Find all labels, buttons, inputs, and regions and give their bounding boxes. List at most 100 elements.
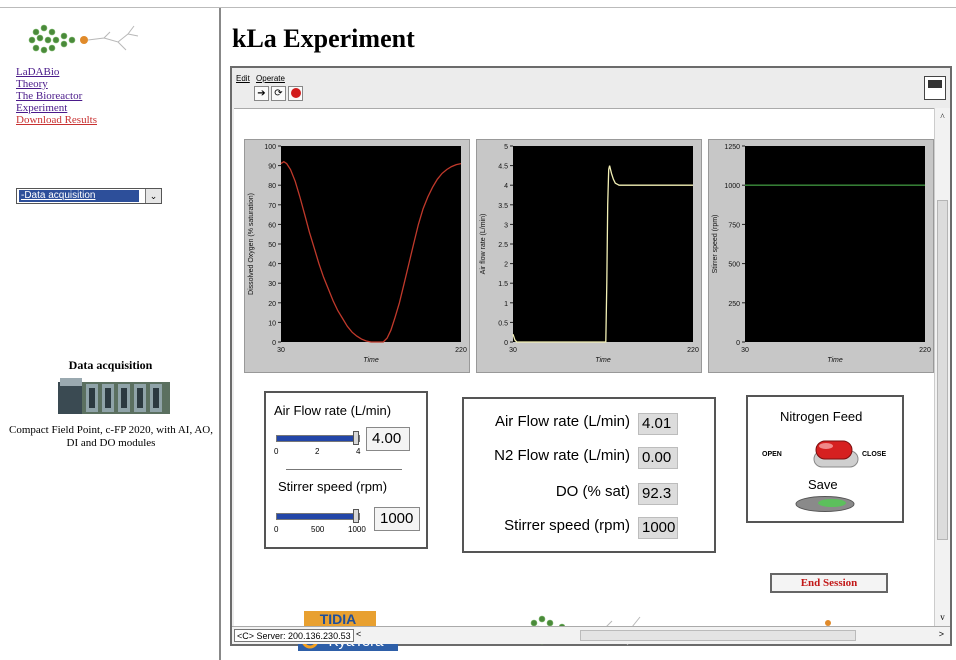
- save-led-button[interactable]: [794, 495, 856, 513]
- acquisition-description: Compact Field Point, c-FP 2020, with AI,…: [8, 424, 213, 449]
- indicator-do-value: 92.3: [638, 483, 678, 505]
- horizontal-scroll-thumb[interactable]: [580, 630, 856, 641]
- front-panel-area: 0 10 20 30 40 50 60 70 80 90 100 30 220 Time Dissolved…: [234, 108, 934, 651]
- end-session-button[interactable]: End Session: [770, 573, 888, 593]
- vertical-scroll-thumb[interactable]: [937, 200, 948, 540]
- nav-link-theory[interactable]: Theory: [16, 78, 48, 90]
- airflow-y-tick-label: 3.5: [498, 203, 508, 210]
- vi-status-bar: <C> Server: 200.136.230.53 < >: [232, 626, 950, 644]
- do-y-tick-label: 70: [268, 203, 276, 210]
- stirrer-slider[interactable]: [276, 509, 360, 523]
- indicator-air-flow-label: Air Flow rate (L/min): [494, 413, 630, 430]
- save-label: Save: [808, 477, 838, 492]
- section-select-value: -Data acquisition: [19, 190, 139, 202]
- scroll-up-icon[interactable]: ^: [940, 112, 945, 122]
- do-x-axis-label: Time: [363, 357, 379, 364]
- stirrer-y-tick-label: 250: [728, 301, 740, 308]
- do-y-tick-label: 20: [268, 301, 276, 308]
- airflow-chart: 0 0.5 1 1.5 2 2.5 3 3.5 4 4.5 5 30 220 Time Air flow r…: [476, 139, 702, 373]
- nav-links: LaDABio Theory The Bioreactor Experiment…: [16, 66, 97, 126]
- server-address: <C> Server: 200.136.230.53: [234, 629, 354, 642]
- airflow-y-tick-label: 4.5: [498, 164, 508, 171]
- nav-link-bioreactor[interactable]: The Bioreactor: [16, 90, 83, 102]
- air-flow-slider-fill: [277, 436, 357, 441]
- do-y-tick-label: 100: [264, 144, 276, 151]
- stirrer-control-label: Stirrer speed (rpm): [278, 479, 388, 494]
- airflow-y-tick-label: 0: [504, 340, 508, 347]
- airflow-y-tick-label: 2.5: [498, 242, 508, 249]
- stirrer-slider-knob[interactable]: [353, 509, 359, 523]
- airflow-plot-area: [513, 146, 693, 342]
- vi-toolbar: ➔ ⟳: [254, 86, 303, 101]
- scroll-right-icon[interactable]: >: [938, 629, 944, 639]
- do-y-tick-label: 40: [268, 262, 276, 269]
- nav-link-experiment[interactable]: Experiment: [16, 102, 68, 114]
- nitrogen-feed-box: Nitrogen Feed OPEN CLOSE Save: [746, 395, 904, 523]
- do-x-tick-label: 220: [455, 347, 467, 354]
- menu-operate[interactable]: Operate: [256, 74, 285, 83]
- section-select[interactable]: -Data acquisition ⌄: [16, 188, 162, 204]
- stirrer-chart: 0 250 500 750 1000 1250 30 220 Time Stirrer speed…: [708, 139, 934, 373]
- do-y-axis-label: Dissolved Oxygen (% saturation): [248, 193, 255, 295]
- stirrer-y-tick-label: 750: [728, 222, 740, 229]
- do-y-tick-label: 90: [268, 164, 276, 171]
- stirrer-y-tick-label: 500: [728, 262, 740, 269]
- do-x-tick-label: 30: [277, 347, 285, 354]
- do-y-tick-label: 80: [268, 183, 276, 190]
- air-flow-slider-knob[interactable]: [353, 431, 359, 445]
- do-chart-svg: 0 10 20 30 40 50 60 70 80 90 100 30 220 Time Dissolved…: [248, 144, 467, 364]
- run-arrow-icon[interactable]: ➔: [254, 86, 269, 101]
- stirrer-y-tick-label: 1250: [724, 144, 740, 151]
- indicator-stirrer-value: 1000: [638, 517, 678, 539]
- window-top-border: [0, 0, 956, 8]
- do-y-tick-label: 0: [272, 340, 276, 347]
- indicator-air-flow-value: 4.01: [638, 413, 678, 435]
- stirrer-plot-area: [745, 146, 925, 342]
- airflow-series-line: [512, 165, 693, 343]
- page-title: kLa Experiment: [232, 24, 415, 53]
- stirrer-input[interactable]: 1000: [374, 507, 420, 531]
- air-flow-control-label: Air Flow rate (L/min): [274, 403, 392, 418]
- abort-stop-icon[interactable]: [288, 86, 303, 101]
- do-y-tick-label: 50: [268, 242, 276, 249]
- stirrer-y-tick-label: 0: [736, 340, 740, 347]
- airflow-y-tick-label: 1.5: [498, 281, 508, 288]
- stirrer-scale-max: 1000: [348, 525, 366, 534]
- scroll-left-icon[interactable]: <: [356, 629, 362, 639]
- nav-link-download-results[interactable]: Download Results: [16, 114, 97, 126]
- airflow-x-tick-label: 30: [509, 347, 517, 354]
- nav-link-ladabio[interactable]: LaDABio: [16, 66, 60, 78]
- stirrer-x-tick-label: 220: [919, 347, 931, 354]
- stirrer-chart-svg: 0 250 500 750 1000 1250 30 220 Time Stirrer speed…: [712, 144, 931, 364]
- vertical-scrollbar[interactable]: ^ v: [934, 108, 950, 626]
- chevron-down-icon[interactable]: ⌄: [145, 189, 161, 203]
- setpoint-controls: Air Flow rate (L/min) 0 2 4 4.00 Stirrer…: [264, 391, 428, 549]
- do-y-tick-label: 60: [268, 222, 276, 229]
- airflow-x-tick-label: 220: [687, 347, 699, 354]
- indicator-n2-flow-label: N2 Flow rate (L/min): [494, 447, 630, 464]
- run-continuously-icon[interactable]: ⟳: [271, 86, 286, 101]
- air-flow-slider[interactable]: [276, 431, 360, 445]
- stirrer-y-tick-label: 1000: [724, 183, 740, 190]
- airflow-y-axis-label: Air flow rate (L/min): [480, 214, 487, 275]
- menu-edit[interactable]: Edit: [236, 74, 250, 83]
- airflow-x-axis-label: Time: [595, 357, 611, 364]
- air-flow-input[interactable]: 4.00: [366, 427, 410, 451]
- vi-connector-icon: [924, 76, 946, 100]
- sidebar: LaDABio Theory The Bioreactor Experiment…: [0, 8, 221, 660]
- airflow-y-tick-label: 5: [504, 144, 508, 151]
- air-flow-scale-mid: 2: [315, 447, 320, 456]
- indicator-do-label: DO (% sat): [555, 483, 630, 500]
- scroll-down-icon[interactable]: v: [940, 612, 945, 622]
- stirrer-scale-min: 0: [274, 525, 279, 534]
- air-flow-scale-min: 0: [274, 447, 279, 456]
- nitrogen-feed-title: Nitrogen Feed: [780, 409, 863, 424]
- air-flow-scale-max: 4: [356, 447, 361, 456]
- do-y-tick-label: 30: [268, 281, 276, 288]
- compact-fieldpoint-image: [58, 378, 170, 414]
- nitrogen-toggle-switch[interactable]: [812, 437, 862, 471]
- labview-front-panel: Edit Operate ➔ ⟳ 0 10 20 30 40 50 60 70 80 90 100 3…: [230, 66, 952, 651]
- stirrer-x-tick-label: 30: [741, 347, 749, 354]
- do-plot-area: [281, 146, 461, 342]
- indicators-box: Air Flow rate (L/min) 4.01 N2 Flow rate …: [462, 397, 716, 553]
